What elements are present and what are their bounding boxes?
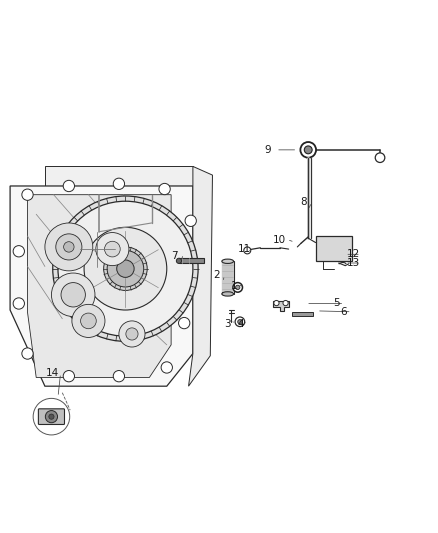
Circle shape bbox=[119, 321, 145, 347]
Circle shape bbox=[104, 247, 147, 290]
Text: 8: 8 bbox=[300, 197, 307, 207]
FancyBboxPatch shape bbox=[39, 409, 64, 424]
Circle shape bbox=[53, 196, 198, 341]
Circle shape bbox=[159, 183, 170, 195]
Circle shape bbox=[179, 318, 190, 329]
Circle shape bbox=[81, 313, 96, 329]
Ellipse shape bbox=[222, 292, 233, 296]
Circle shape bbox=[72, 304, 105, 337]
Circle shape bbox=[63, 370, 74, 382]
Circle shape bbox=[177, 258, 182, 263]
Ellipse shape bbox=[222, 259, 233, 263]
Polygon shape bbox=[273, 301, 289, 311]
Circle shape bbox=[64, 241, 74, 252]
Bar bbox=[222, 261, 234, 292]
Circle shape bbox=[238, 320, 242, 324]
Text: 6: 6 bbox=[341, 307, 347, 317]
Circle shape bbox=[58, 201, 193, 336]
FancyBboxPatch shape bbox=[317, 237, 352, 261]
Circle shape bbox=[22, 348, 33, 359]
Text: 3: 3 bbox=[224, 319, 231, 329]
Text: 14: 14 bbox=[46, 368, 60, 378]
Text: 11: 11 bbox=[238, 244, 251, 254]
Circle shape bbox=[84, 228, 167, 310]
Circle shape bbox=[13, 298, 25, 309]
Text: 4: 4 bbox=[237, 319, 244, 329]
Circle shape bbox=[113, 370, 124, 382]
Circle shape bbox=[274, 301, 279, 305]
Text: 13: 13 bbox=[346, 258, 360, 268]
Circle shape bbox=[96, 232, 129, 265]
Circle shape bbox=[63, 180, 74, 192]
Circle shape bbox=[56, 234, 82, 260]
Circle shape bbox=[61, 282, 85, 307]
Polygon shape bbox=[179, 258, 204, 263]
Circle shape bbox=[46, 410, 57, 423]
Circle shape bbox=[45, 223, 93, 271]
Text: 2: 2 bbox=[213, 270, 220, 280]
Circle shape bbox=[233, 282, 243, 292]
Circle shape bbox=[161, 362, 173, 373]
Circle shape bbox=[185, 215, 196, 227]
Circle shape bbox=[105, 241, 120, 257]
Polygon shape bbox=[292, 312, 313, 316]
Circle shape bbox=[117, 260, 134, 277]
Circle shape bbox=[283, 301, 288, 305]
Text: 1: 1 bbox=[231, 281, 237, 291]
Text: 5: 5 bbox=[333, 298, 340, 309]
Polygon shape bbox=[45, 166, 193, 186]
Circle shape bbox=[236, 285, 240, 289]
Text: 12: 12 bbox=[346, 249, 360, 260]
Circle shape bbox=[185, 261, 196, 272]
Circle shape bbox=[375, 153, 385, 163]
Circle shape bbox=[126, 328, 138, 340]
Circle shape bbox=[51, 273, 95, 317]
Circle shape bbox=[235, 317, 245, 327]
Polygon shape bbox=[10, 186, 193, 386]
Text: 9: 9 bbox=[265, 145, 272, 155]
Circle shape bbox=[304, 146, 312, 154]
Circle shape bbox=[22, 189, 33, 200]
Circle shape bbox=[13, 246, 25, 257]
Circle shape bbox=[49, 414, 54, 419]
Polygon shape bbox=[28, 195, 171, 377]
Circle shape bbox=[244, 247, 251, 254]
Polygon shape bbox=[188, 166, 212, 386]
Circle shape bbox=[300, 142, 316, 158]
Circle shape bbox=[107, 251, 144, 287]
Circle shape bbox=[113, 178, 124, 189]
Text: 7: 7 bbox=[171, 252, 178, 262]
Text: 10: 10 bbox=[272, 235, 286, 245]
